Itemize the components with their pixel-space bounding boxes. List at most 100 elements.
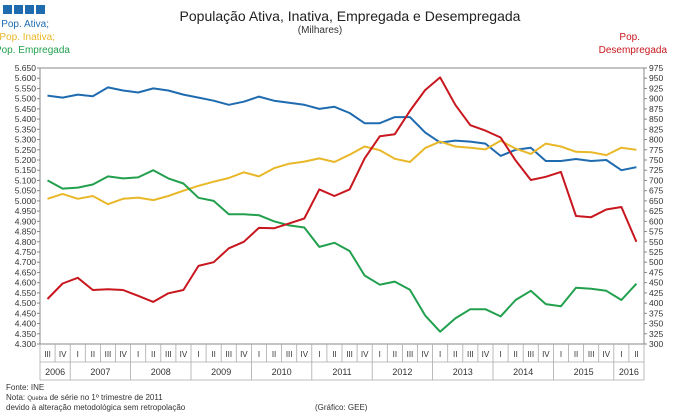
quarter-label: III (346, 350, 353, 359)
right-tick-label: 375 (649, 308, 663, 318)
left-tick-label: 4.750 (15, 247, 37, 257)
left-tick-label: 5.650 (15, 63, 37, 73)
left-tick-label: 5.350 (15, 124, 37, 134)
right-tick-label: 875 (649, 104, 663, 114)
series-line-pop-ativa (47, 86, 637, 172)
year-label: 2008 (151, 367, 171, 377)
year-label: 2006 (45, 367, 65, 377)
quarter-label: II (91, 350, 95, 359)
left-tick-label: 5.600 (15, 73, 37, 83)
quarter-label: IV (119, 350, 127, 359)
quarter-label: III (407, 350, 414, 359)
chart-title: População Ativa, Inativa, Empregada e De… (180, 8, 521, 24)
right-tick-label: 575 (649, 227, 663, 237)
left-tick-label: 5.550 (15, 83, 37, 93)
right-tick-label: 300 (649, 339, 663, 349)
break-note-suffix: de série no 1º trimestre de 2011 (47, 393, 163, 402)
left-tick-label: 5.100 (15, 175, 37, 185)
left-tick-label: 4.400 (15, 319, 37, 329)
quarter-label: IV (59, 350, 67, 359)
quarter-label: IV (300, 350, 308, 359)
quarter-label: I (77, 350, 79, 359)
quarter-label: II (513, 350, 517, 359)
year-label: 2009 (211, 367, 231, 377)
right-tick-label: 750 (649, 155, 663, 165)
quarter-label: III (527, 350, 534, 359)
quarter-label: IV (361, 350, 369, 359)
right-tick-label: 950 (649, 73, 663, 83)
quarter-label: I (258, 350, 260, 359)
right-tick-label: 700 (649, 175, 663, 185)
left-tick-label: 4.550 (15, 288, 37, 298)
quarter-label: II (574, 350, 578, 359)
break-note-line2: devido à alteração metodológica sem retr… (6, 403, 186, 412)
right-tick-label: 475 (649, 267, 663, 277)
left-tick-label: 4.700 (15, 257, 37, 267)
quarter-label: II (453, 350, 457, 359)
year-label: 2011 (332, 367, 351, 377)
quarter-label: III (588, 350, 595, 359)
right-tick-label: 775 (649, 145, 663, 155)
left-tick-label: 5.300 (15, 135, 37, 145)
x-axis: III IV I II III IV I II III IV I II III IV I II III IV I II… (39, 344, 645, 381)
quarter-label: III (165, 350, 172, 359)
left-tick-label: 5.500 (15, 94, 37, 104)
left-tick-label: 4.650 (15, 267, 37, 277)
series-lines (46, 76, 638, 333)
left-tick-label: 4.800 (15, 237, 37, 247)
right-tick-label: 500 (649, 257, 663, 267)
chart-subtitle: (Milhares) (298, 25, 342, 36)
right-tick-label: 800 (649, 135, 663, 145)
left-tick-label: 5.250 (15, 145, 37, 155)
quarter-label: III (467, 350, 474, 359)
quarter-label: I (379, 350, 381, 359)
quarter-label: I (318, 350, 320, 359)
ine-logo-icon (3, 5, 45, 14)
right-tick-label: 900 (649, 94, 663, 104)
quarter-label: I (439, 350, 441, 359)
right-tick-label: 625 (649, 206, 663, 216)
right-tick-label: 350 (649, 319, 663, 329)
year-label: 2016 (619, 367, 639, 377)
break-note: Nota: Quebra de série no 1º trimestre de… (6, 393, 163, 402)
quarter-label: II (151, 350, 155, 359)
right-tick-label: 650 (649, 196, 663, 206)
left-tick-label: 4.950 (15, 206, 37, 216)
quarter-label: III (105, 350, 112, 359)
quarter-label: I (620, 350, 622, 359)
right-tick-label: 925 (649, 83, 663, 93)
left-tick-label: 4.500 (15, 298, 37, 308)
quarter-label: IV (421, 350, 429, 359)
break-note-prefix: Nota: (6, 393, 27, 402)
left-tick-label: 5.450 (15, 104, 37, 114)
left-tick-label: 5.400 (15, 114, 37, 124)
chart-credit: (Gráfico: GEE) (315, 403, 368, 412)
source-note: Fonte: INE (6, 383, 44, 392)
quarter-label: IV (542, 350, 550, 359)
quarter-label: III (286, 350, 293, 359)
year-label: 2010 (272, 367, 292, 377)
left-tick-label: 4.900 (15, 216, 37, 226)
left-axis: 4.3004.3504.4004.4504.5004.5504.6004.650… (15, 63, 40, 349)
right-tick-label: 400 (649, 298, 663, 308)
left-tick-label: 4.300 (15, 339, 37, 349)
year-label: 2007 (90, 367, 110, 377)
legend-pop-ativa: Pop. Ativa; (1, 19, 49, 30)
right-tick-label: 550 (649, 237, 663, 247)
quarter-label: I (560, 350, 562, 359)
left-tick-label: 5.000 (15, 196, 37, 206)
right-tick-label: 975 (649, 63, 663, 73)
quarter-label: III (225, 350, 232, 359)
left-tick-label: 4.600 (15, 278, 37, 288)
quarter-label: IV (240, 350, 248, 359)
right-tick-label: 825 (649, 124, 663, 134)
break-note-small: Quebra (27, 396, 48, 402)
right-tick-label: 425 (649, 288, 663, 298)
quarter-label: IV (180, 350, 188, 359)
series-line-pop-empregada (47, 169, 638, 333)
year-label: 2013 (453, 367, 473, 377)
quarter-label: III (44, 350, 51, 359)
right-tick-label: 675 (649, 186, 663, 196)
legend-pop-empregada: Pop. Empregada (0, 45, 70, 56)
